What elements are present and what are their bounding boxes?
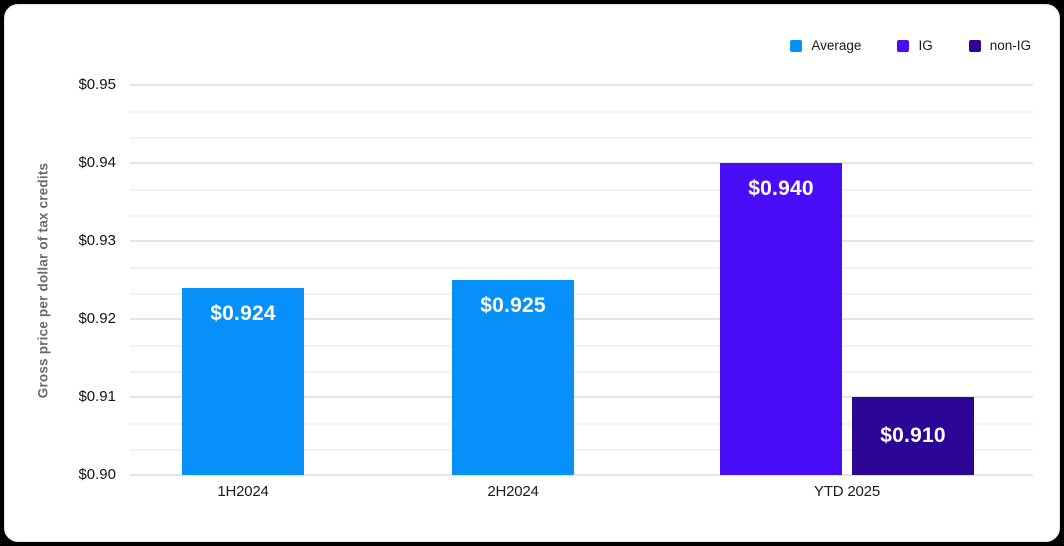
bar-value-label: $0.910	[880, 424, 946, 447]
y-tick-label: $0.94	[78, 154, 116, 171]
gridline-minor	[130, 293, 1033, 295]
gridline-minor	[130, 267, 1033, 269]
x-category-label-ytd-2025: YTD 2025	[814, 483, 880, 500]
gridline-minor	[130, 215, 1033, 217]
legend-swatch-ig	[897, 39, 910, 52]
legend: Average IG non-IG	[790, 39, 1031, 53]
gridline-major	[130, 162, 1033, 164]
x-category-label-1h2024: 1H2024	[217, 483, 269, 500]
y-axis-ticks: $0.95 $0.94 $0.93 $0.92 $0.91 $0.90	[5, 5, 116, 541]
chart-card: Average IG non-IG Gross price per dollar o…	[4, 4, 1060, 542]
y-tick-label: $0.92	[78, 310, 116, 327]
bar-average-1h2024[interactable]: $0.924	[182, 288, 304, 475]
gridline-major	[130, 474, 1033, 476]
legend-item-ig[interactable]: IG	[897, 38, 933, 53]
plot-area: $0.924 $0.925 $0.940 $0.910	[130, 84, 1033, 476]
legend-label: IG	[918, 38, 933, 53]
gridline-major	[130, 84, 1033, 86]
bar-value-label: $0.924	[210, 302, 276, 325]
legend-item-non-ig[interactable]: non-IG	[968, 38, 1031, 53]
y-tick-label: $0.95	[78, 76, 116, 93]
gridline-minor	[130, 189, 1033, 191]
gridline-minor	[130, 345, 1033, 347]
bar-average-2h2024[interactable]: $0.925	[452, 280, 574, 475]
y-tick-label: $0.90	[78, 466, 116, 483]
x-category-label-2h2024: 2H2024	[487, 483, 539, 500]
bar-value-label: $0.940	[748, 177, 814, 200]
y-tick-label: $0.91	[78, 388, 116, 405]
gridline-major	[130, 318, 1033, 320]
legend-item-average[interactable]: Average	[790, 39, 861, 53]
gridline-minor	[130, 371, 1033, 373]
y-tick-label: $0.93	[78, 232, 116, 249]
bar-ig-ytd-2025[interactable]: $0.940	[720, 163, 842, 475]
bar-non-ig-ytd-2025[interactable]: $0.910	[852, 397, 974, 475]
legend-swatch-non-ig	[968, 39, 981, 52]
legend-swatch-average	[790, 39, 803, 52]
gridline-minor	[130, 111, 1033, 113]
legend-label: Average	[811, 38, 862, 53]
gridline-minor	[130, 449, 1033, 451]
bar-value-label: $0.925	[480, 294, 546, 317]
legend-label: non-IG	[989, 38, 1031, 53]
gridline-minor	[130, 137, 1033, 139]
gridline-major	[130, 396, 1033, 398]
gridline-major	[130, 240, 1033, 242]
gridline-minor	[130, 423, 1033, 425]
